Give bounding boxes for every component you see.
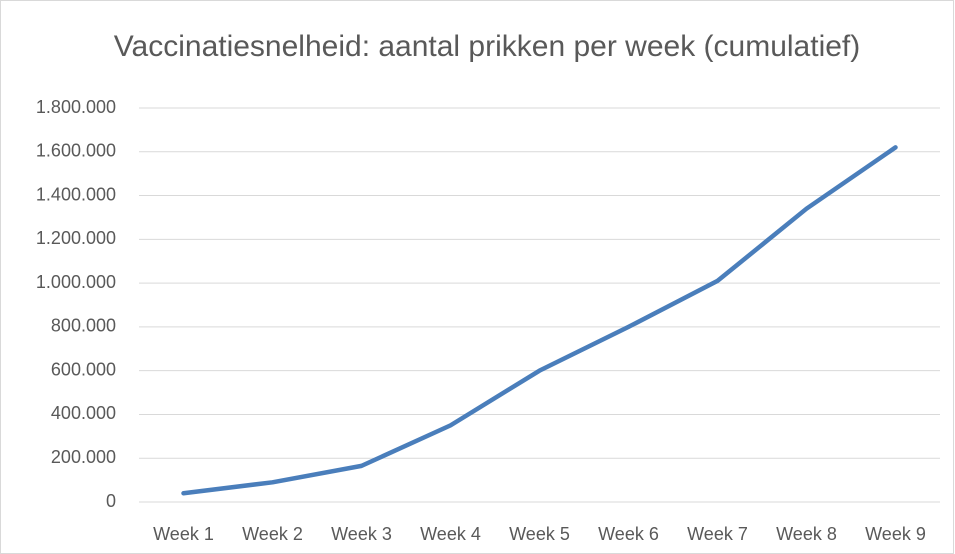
- y-tick-label: 1.000.000: [36, 272, 116, 292]
- y-tick-label: 1.800.000: [36, 97, 116, 117]
- chart-title: Vaccinatiesnelheid: aantal prikken per w…: [114, 30, 861, 63]
- y-tick-label: 0: [106, 491, 116, 511]
- y-tick-label: 1.400.000: [36, 184, 116, 204]
- x-tick-label: Week 3: [331, 524, 392, 544]
- series-line: [181, 145, 898, 496]
- y-tick-label: 1.200.000: [36, 228, 116, 248]
- x-tick-label: Week 4: [420, 524, 481, 544]
- y-tick-label: 400.000: [51, 403, 116, 423]
- y-tick-label: 200.000: [51, 447, 116, 467]
- x-tick-label: Week 5: [509, 524, 570, 544]
- y-tick-label: 1.600.000: [36, 141, 116, 161]
- x-tick-label: Week 1: [153, 524, 214, 544]
- x-tick-label: Week 2: [242, 524, 303, 544]
- x-tick-label: Week 7: [687, 524, 748, 544]
- x-tick-label: Week 9: [865, 524, 926, 544]
- x-tick-label: Week 8: [776, 524, 837, 544]
- y-tick-label: 800.000: [51, 316, 116, 336]
- y-tick-label: 600.000: [51, 359, 116, 379]
- x-tick-label: Week 6: [598, 524, 659, 544]
